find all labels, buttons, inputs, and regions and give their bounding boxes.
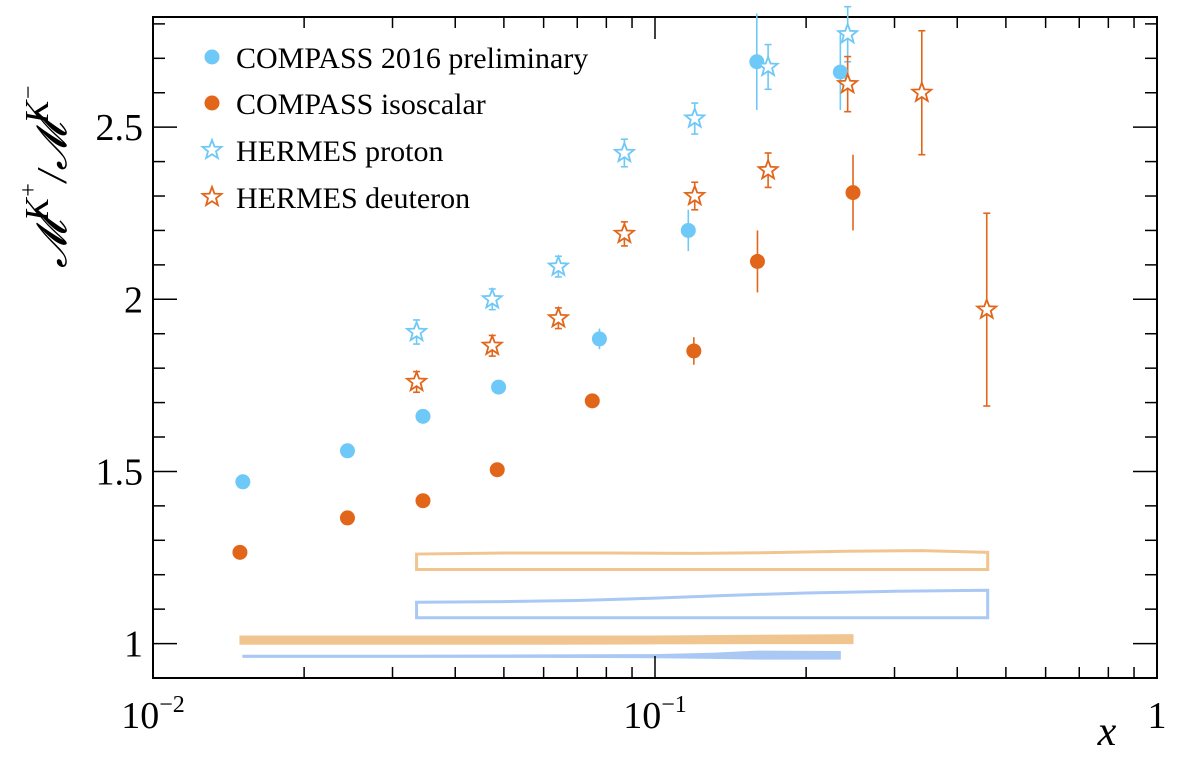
compass-2016-preliminary-point-0 bbox=[235, 474, 251, 490]
systematic-band-0 bbox=[415, 549, 990, 572]
compass-isoscalar-point-3 bbox=[489, 462, 505, 478]
compass-2016-preliminary-point-5 bbox=[680, 222, 696, 238]
legend-marker-hermes-proton bbox=[200, 137, 224, 161]
hermes-proton-point-0 bbox=[404, 319, 429, 343]
compass-isoscalar-point-4 bbox=[584, 393, 600, 409]
hermes-deuteron-point-3 bbox=[612, 221, 637, 245]
compass-isoscalar-point-2 bbox=[415, 493, 431, 509]
compass-isoscalar-point-5 bbox=[686, 343, 702, 359]
axis-ticks bbox=[152, 17, 1157, 679]
x-tick-label-1: 10−1 bbox=[623, 692, 687, 737]
compass-2016-preliminary-point-4 bbox=[591, 331, 607, 347]
legend-marker-compass-2016-preliminary bbox=[204, 49, 220, 65]
y-tick-label-1: 1.5 bbox=[96, 451, 144, 493]
systematic-bands bbox=[239, 549, 990, 660]
hermes-proton-point-2 bbox=[546, 254, 571, 277]
hermes-deuteron-point-1 bbox=[480, 333, 505, 356]
hermes-proton-point-4 bbox=[682, 105, 707, 129]
y-tick-label-2: 2 bbox=[124, 279, 143, 321]
compass-2016-preliminary-point-2 bbox=[415, 408, 431, 424]
x-axis-title: x bbox=[1097, 709, 1117, 755]
compass-2016-preliminary-point-3 bbox=[491, 379, 507, 395]
hermes-proton-point-3 bbox=[612, 140, 637, 164]
hermes-deuteron-point-6 bbox=[835, 71, 860, 95]
hermes-proton-point-5 bbox=[756, 54, 781, 78]
legend-label-compass-isoscalar: COMPASS isoscalar bbox=[236, 88, 486, 121]
legend-label-compass-2016: COMPASS 2016 preliminary bbox=[236, 42, 588, 75]
compass-isoscalar-point-6 bbox=[749, 253, 765, 269]
legend-label-hermes-deuteron: HERMES deuteron bbox=[236, 182, 470, 215]
y-tick-label-3: 2.5 bbox=[96, 107, 144, 149]
compass-isoscalar-point-7 bbox=[845, 185, 861, 201]
legend-label-hermes-proton: HERMES proton bbox=[236, 135, 444, 168]
x-tick-label-2: 1 bbox=[1148, 695, 1167, 737]
legend-marker-hermes-deuteron bbox=[200, 184, 224, 208]
hermes-proton-point-1 bbox=[480, 286, 505, 310]
systematic-band-1 bbox=[415, 588, 990, 620]
systematic-band-3 bbox=[242, 650, 841, 660]
compass-2016-preliminary-point-7 bbox=[832, 64, 848, 80]
hermes-deuteron-point-7 bbox=[909, 80, 934, 103]
systematic-band-2 bbox=[239, 634, 854, 645]
compass-isoscalar-point-0 bbox=[232, 544, 248, 560]
data-points bbox=[232, 21, 999, 560]
compass-isoscalar-point-1 bbox=[339, 510, 355, 526]
y-tick-label-0: 1 bbox=[124, 624, 143, 666]
compass-2016-preliminary-point-1 bbox=[339, 443, 355, 459]
hermes-deuteron-point-5 bbox=[756, 157, 781, 181]
hermes-proton-point-6 bbox=[835, 21, 860, 45]
hermes-deuteron-point-4 bbox=[682, 183, 707, 207]
hermes-deuteron-point-2 bbox=[546, 305, 571, 329]
legend-marker-compass-isoscalar bbox=[204, 95, 220, 111]
hermes-deuteron-point-0 bbox=[404, 369, 429, 393]
y-axis-title: 𝓜K+/𝓜K− bbox=[16, 84, 76, 268]
hermes-deuteron-point-8 bbox=[974, 297, 999, 320]
x-tick-label-0: 10−2 bbox=[121, 692, 185, 737]
legend bbox=[200, 49, 224, 208]
